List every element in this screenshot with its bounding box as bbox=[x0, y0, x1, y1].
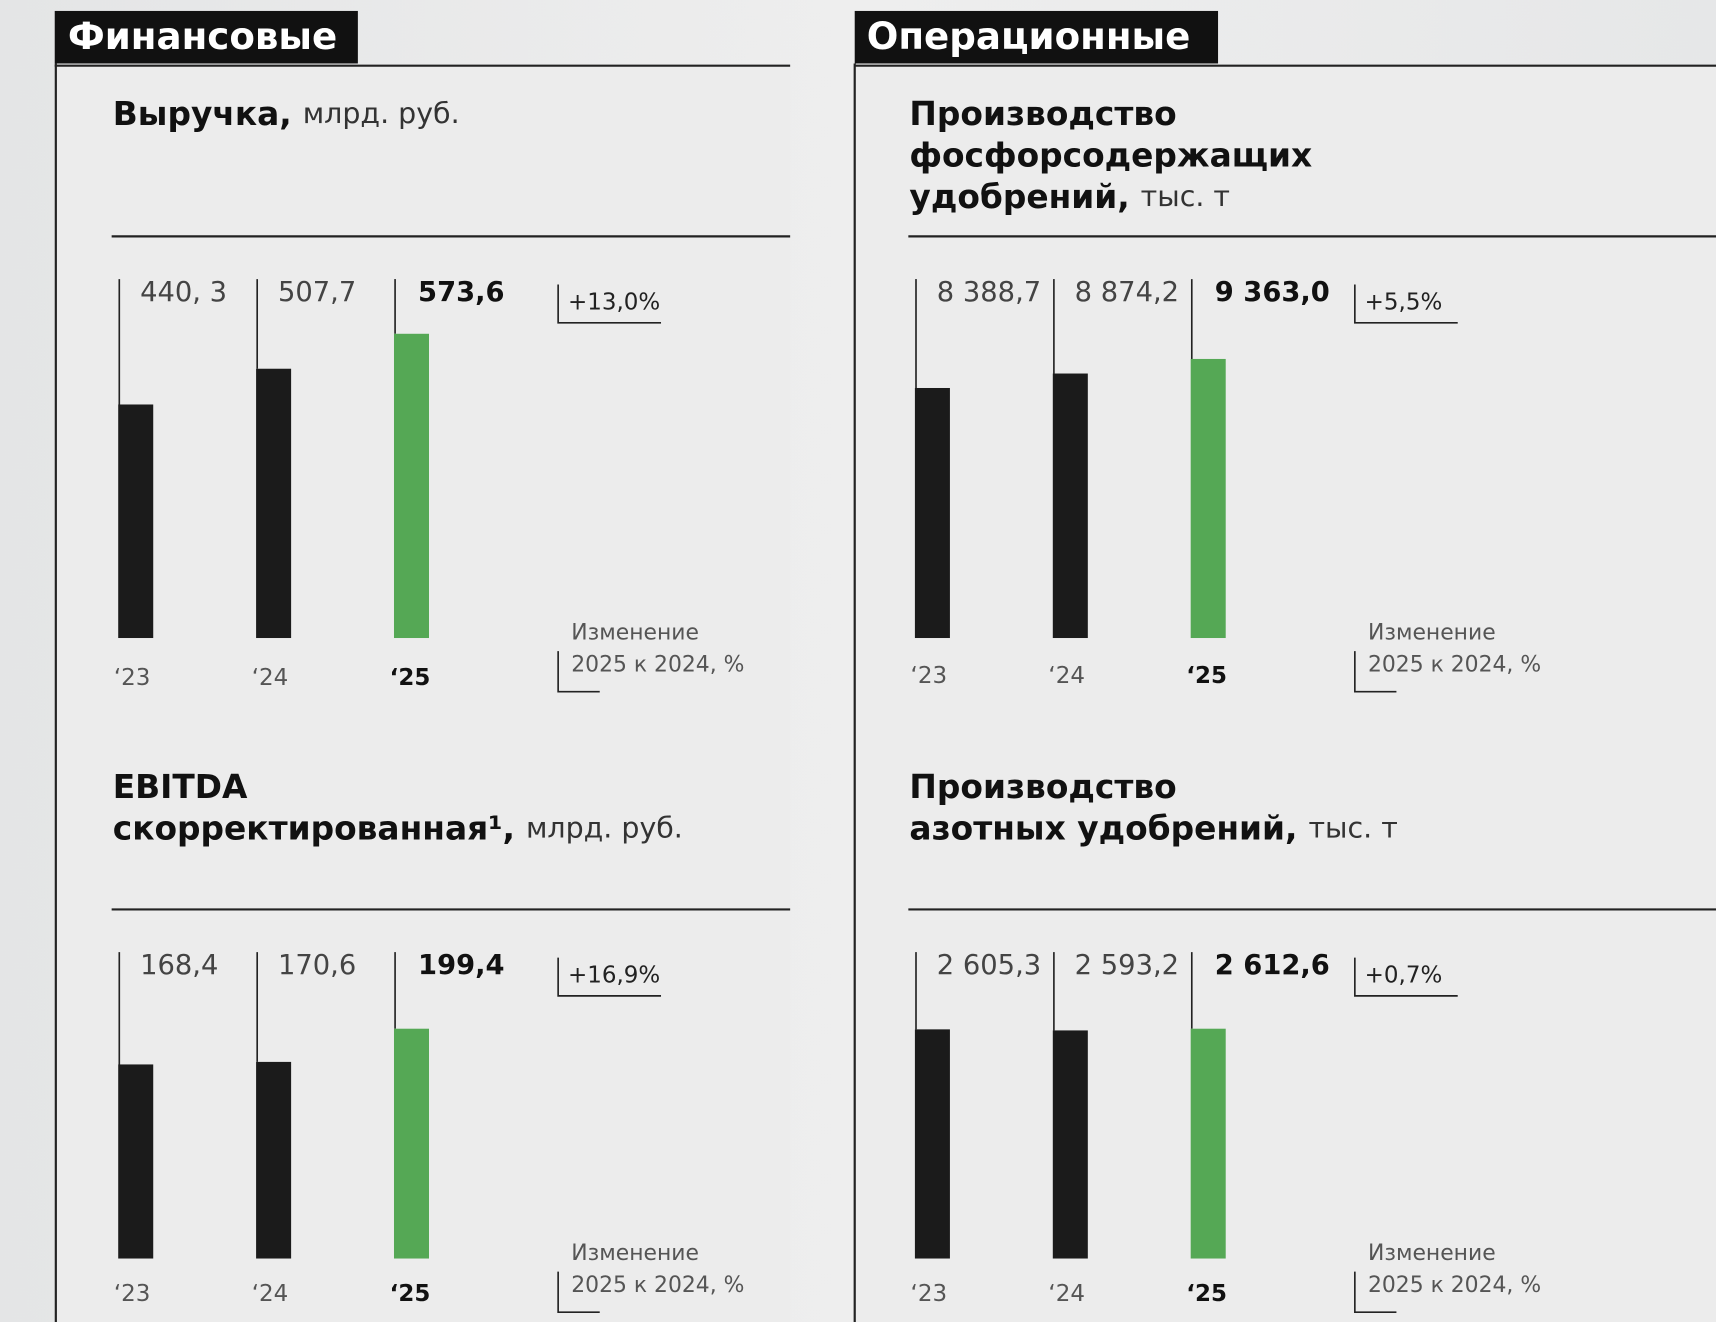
value-label: 573,6 bbox=[418, 277, 504, 308]
note-bracket bbox=[557, 1271, 600, 1313]
x-tick-label: ‘23 bbox=[911, 663, 948, 689]
tab bbox=[54, 10, 358, 64]
x-tick-label: ‘24 bbox=[252, 1281, 289, 1307]
chart-title-line: Производство bbox=[909, 94, 1176, 132]
change-bracket bbox=[1354, 284, 1458, 324]
x-tick-label: ‘24 bbox=[252, 665, 289, 691]
x-tick-label: ‘23 bbox=[114, 1281, 151, 1307]
change-value: +0,7% bbox=[1365, 963, 1443, 989]
change-note: 2025 к 2024, % bbox=[571, 652, 744, 677]
tab-label: Операционные bbox=[867, 14, 1191, 58]
x-tick-label: ‘25 bbox=[1186, 1281, 1227, 1307]
bar bbox=[1190, 1028, 1226, 1259]
change-note: Изменение bbox=[1368, 1241, 1496, 1266]
chart-unit: млрд. руб. bbox=[303, 97, 460, 130]
chart-title: азотных удобрений, тыс. т bbox=[909, 809, 1397, 847]
value-label: 8 874,2 bbox=[1075, 277, 1179, 308]
change-note: 2025 к 2024, % bbox=[1368, 652, 1541, 677]
bar bbox=[393, 1028, 430, 1259]
chart-title-line: азотных удобрений, bbox=[909, 809, 1297, 847]
note-bracket bbox=[1354, 1271, 1397, 1313]
value-label: 8 388,7 bbox=[937, 277, 1041, 308]
x-tick-label: ‘23 bbox=[911, 1281, 948, 1307]
value-label: 170,6 bbox=[278, 950, 356, 981]
tab-label: Финансовые bbox=[68, 14, 337, 58]
change-value: +16,9% bbox=[568, 963, 660, 989]
change-note: 2025 к 2024, % bbox=[571, 1273, 744, 1298]
change-value: +13,0% bbox=[568, 290, 660, 316]
change-note: Изменение bbox=[571, 621, 699, 646]
note-bracket bbox=[1354, 651, 1397, 693]
bar bbox=[1190, 358, 1226, 639]
chart-unit: млрд. руб. bbox=[526, 812, 683, 845]
x-tick-label: ‘24 bbox=[1048, 1281, 1085, 1307]
chart-title: фосфорсодержащих bbox=[909, 136, 1312, 174]
value-label: 168,4 bbox=[140, 950, 218, 981]
value-label: 2 612,6 bbox=[1215, 950, 1330, 981]
panel-bg bbox=[854, 65, 1716, 1322]
chart-title: Производство bbox=[909, 767, 1176, 805]
x-tick-label: ‘24 bbox=[1048, 663, 1085, 689]
chart-unit: тыс. т bbox=[1141, 180, 1230, 213]
value-label: 507,7 bbox=[278, 277, 356, 308]
x-tick-label: ‘25 bbox=[390, 665, 431, 691]
bar bbox=[256, 368, 292, 639]
bar bbox=[1052, 373, 1088, 639]
bar bbox=[118, 404, 154, 639]
chart-title-line: удобрений, bbox=[909, 178, 1129, 216]
bar bbox=[1052, 1030, 1088, 1259]
change-note: 2025 к 2024, % bbox=[1368, 1273, 1541, 1298]
value-label: 199,4 bbox=[418, 950, 504, 981]
value-label: 440, 3 bbox=[140, 277, 227, 308]
chart-title: скорректированная¹, млрд. руб. bbox=[113, 809, 683, 847]
change-note: Изменение bbox=[1368, 621, 1496, 646]
value-label: 2 593,2 bbox=[1075, 950, 1179, 981]
x-tick-label: ‘25 bbox=[390, 1281, 431, 1307]
tab bbox=[854, 10, 1219, 64]
bar bbox=[118, 1064, 154, 1259]
chart-title: EBITDA bbox=[113, 767, 248, 805]
change-note: Изменение bbox=[571, 1241, 699, 1266]
bar bbox=[256, 1061, 292, 1259]
x-tick-label: ‘25 bbox=[1186, 663, 1227, 689]
chart-title: Выручка, млрд. руб. bbox=[113, 94, 460, 132]
chart-title: удобрений, тыс. т bbox=[909, 178, 1230, 216]
chart-title-line: Производство bbox=[909, 767, 1176, 805]
chart-title-line: фосфорсодержащих bbox=[909, 136, 1312, 174]
value-label: 2 605,3 bbox=[937, 950, 1041, 981]
chart-unit: тыс. т bbox=[1308, 812, 1397, 845]
bar bbox=[914, 387, 950, 639]
bar bbox=[914, 1029, 950, 1259]
bar bbox=[393, 333, 430, 639]
change-bracket bbox=[557, 957, 662, 997]
chart-title-line: скорректированная¹, bbox=[113, 809, 515, 847]
change-value: +5,5% bbox=[1365, 290, 1443, 316]
note-bracket bbox=[557, 651, 600, 693]
change-bracket bbox=[557, 284, 662, 324]
change-bracket bbox=[1354, 957, 1458, 997]
chart-title-line: EBITDA bbox=[113, 767, 248, 805]
chart-title-line: Выручка, bbox=[113, 94, 292, 132]
chart-title: Производство bbox=[909, 94, 1176, 132]
x-tick-label: ‘23 bbox=[114, 665, 151, 691]
value-label: 9 363,0 bbox=[1215, 277, 1330, 308]
